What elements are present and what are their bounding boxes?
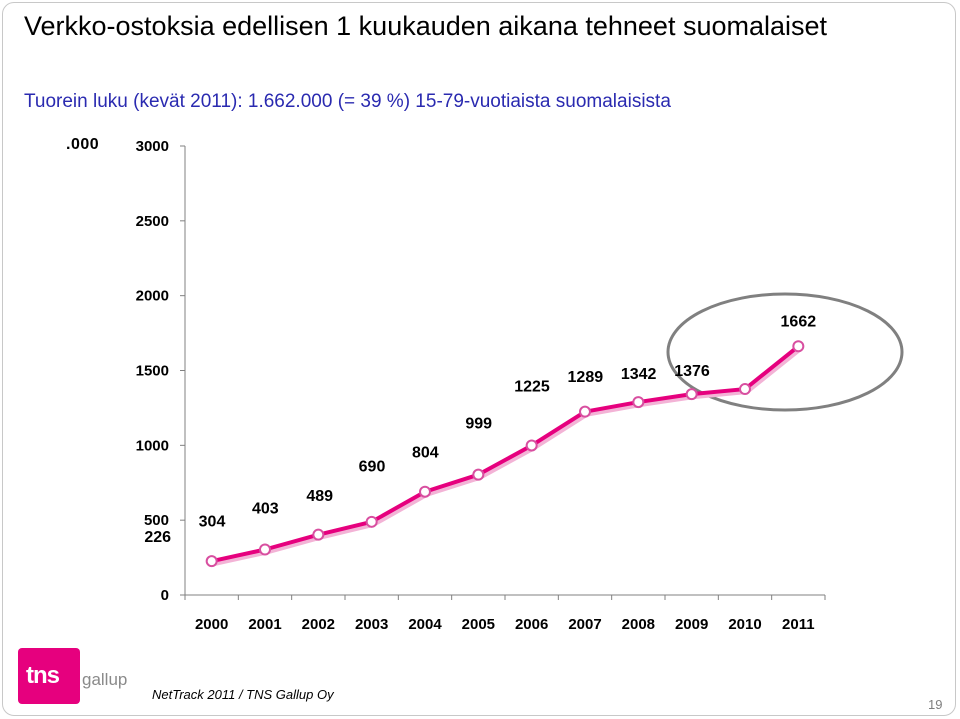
data-point xyxy=(259,543,271,556)
x-tick-label: 2002 xyxy=(302,616,335,633)
x-tick-label: 2010 xyxy=(728,616,761,633)
data-point xyxy=(419,485,431,498)
data-point xyxy=(739,383,751,396)
data-label: 489 xyxy=(306,488,333,505)
logo-badge: tns xyxy=(18,648,80,704)
data-point xyxy=(525,439,538,452)
x-tick-label: 2000 xyxy=(195,616,228,633)
highlight-ellipse xyxy=(666,292,904,412)
x-tick-label: 2007 xyxy=(568,616,601,633)
data-label: 403 xyxy=(252,501,279,518)
data-label: 1376 xyxy=(674,363,710,380)
data-point xyxy=(632,396,645,409)
tns-gallup-logo: tns gallup xyxy=(18,648,130,704)
data-label: 690 xyxy=(359,459,386,476)
logo-sub-text: gallup xyxy=(82,670,128,689)
data-point xyxy=(472,468,485,481)
data-label: 1342 xyxy=(621,366,657,383)
data-label: 226 xyxy=(144,529,171,546)
x-tick-label: 2011 xyxy=(782,616,815,633)
x-tick-label: 2006 xyxy=(515,616,548,633)
data-point xyxy=(312,528,325,541)
data-point xyxy=(579,405,591,418)
logo-brand-text: tns xyxy=(26,662,60,689)
y-tick-label: 0 xyxy=(161,587,169,604)
x-tick-label: 2003 xyxy=(355,616,388,633)
series-line-shadow xyxy=(213,347,802,567)
data-label: 1289 xyxy=(568,369,604,386)
source-note: NetTrack 2011 / TNS Gallup Oy xyxy=(152,687,334,702)
data-point xyxy=(685,388,698,401)
slide-subtitle: Tuorein luku (kevät 2011): 1.662.000 (= … xyxy=(24,91,671,112)
data-label: 1662 xyxy=(781,313,817,330)
series-line xyxy=(211,344,800,564)
data-label: 1225 xyxy=(514,379,550,396)
data-label: 999 xyxy=(465,415,492,432)
y-tick-label: 2000 xyxy=(136,288,169,305)
y-tick-label: 3000 xyxy=(136,138,169,155)
page-number: 19 xyxy=(928,697,943,712)
x-tick-label: 2001 xyxy=(248,616,281,633)
x-tick-label: 2009 xyxy=(675,616,708,633)
x-tick-label: 2005 xyxy=(462,616,495,633)
x-tick-label: 2008 xyxy=(622,616,655,633)
data-label: 304 xyxy=(199,514,226,531)
data-label: 804 xyxy=(412,445,439,462)
data-point xyxy=(792,340,805,353)
slide-title: Verkko-ostoksia edellisen 1 kuukauden ai… xyxy=(24,11,828,41)
data-point xyxy=(205,555,218,568)
x-tick-label: 2004 xyxy=(408,616,442,633)
y-tick-label: 2500 xyxy=(136,213,169,230)
y-tick-label: 1500 xyxy=(136,363,169,380)
y-tick-label: 1000 xyxy=(136,437,169,454)
y-tick-label: 500 xyxy=(144,512,169,529)
unit-label: .000 xyxy=(66,136,100,153)
data-point xyxy=(365,515,378,528)
